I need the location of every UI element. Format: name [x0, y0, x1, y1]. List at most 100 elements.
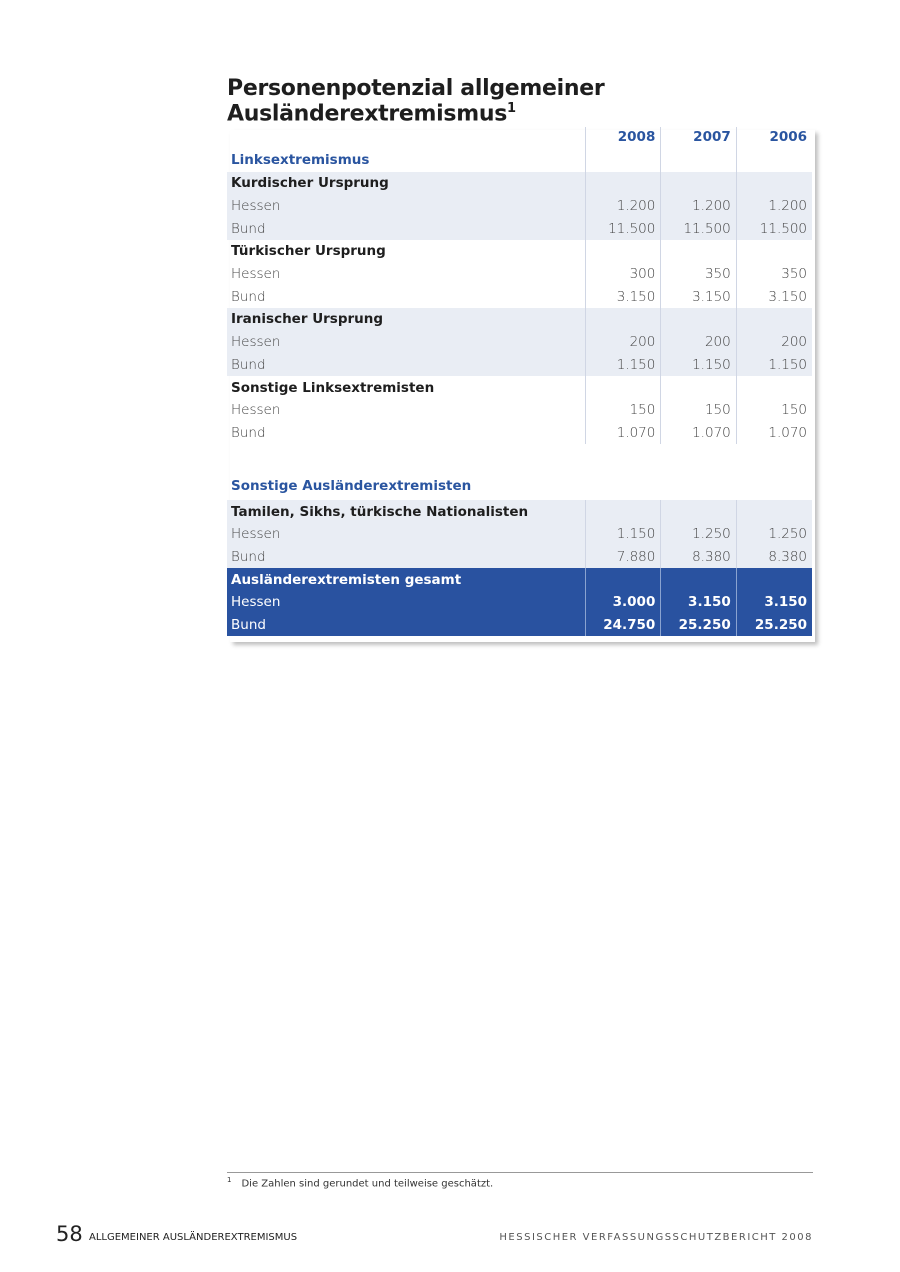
cell-value: 1.070	[735, 421, 812, 445]
table-row: Hessen 1.200 1.200 1.200	[227, 194, 812, 218]
spacer-row	[227, 444, 812, 472]
total-row: Bund 24.750 25.250 25.250	[227, 613, 812, 637]
cell-value: 1.150	[584, 353, 660, 377]
table-row: Hessen 200 200 200	[227, 330, 812, 354]
cell-value: 1.250	[660, 522, 735, 546]
group-row: Türkischer Ursprung	[227, 240, 812, 263]
cell-value: 1.070	[584, 421, 660, 445]
cell-value	[585, 444, 660, 472]
cell-value	[661, 472, 736, 500]
footer-publication: HESSISCHER VERFASSUNGSSCHUTZBERICHT 2008	[499, 1232, 813, 1243]
cell-value: 1.200	[735, 194, 812, 218]
cell-value	[735, 147, 812, 172]
cell-value	[585, 472, 660, 500]
cell-value: 11.500	[735, 217, 812, 241]
row-label: Bund	[231, 548, 266, 565]
table-row: Bund 1.070 1.070 1.070	[227, 421, 812, 445]
table-row: Bund 7.880 8.380 8.380	[227, 545, 812, 569]
cell-value	[660, 376, 735, 399]
page-title: Personenpotenzial allgemeiner Ausländere…	[227, 76, 900, 126]
cell-value	[736, 472, 812, 500]
row-label: Kurdischer Ursprung	[231, 175, 389, 192]
footnote-divider	[227, 1172, 813, 1173]
row-label: Linksextremismus	[231, 151, 370, 168]
row-label: Hessen	[231, 402, 281, 419]
cell-value: 1.250	[735, 522, 812, 546]
row-label: Ausländerextremisten gesamt	[231, 571, 462, 588]
table-row: Hessen 1.150 1.250 1.250	[227, 522, 812, 546]
row-label: Bund	[231, 424, 266, 441]
cell-value	[735, 172, 812, 195]
cell-value	[735, 376, 812, 399]
row-label: Türkischer Ursprung	[231, 243, 386, 260]
table-row: Hessen 150 150 150	[227, 398, 812, 422]
cell-value	[584, 147, 660, 172]
cell-value	[735, 500, 812, 523]
section-row: Linksextremismus	[227, 147, 812, 172]
cell-value: 3.150	[660, 591, 735, 614]
cell-value: 1.200	[584, 194, 660, 218]
cell-value	[584, 376, 660, 399]
cell-value: 350	[660, 262, 735, 286]
row-label: Hessen	[231, 334, 281, 351]
row-label: Hessen	[231, 594, 281, 611]
cell-value: 24.750	[584, 613, 660, 637]
cell-value: 300	[584, 262, 660, 286]
cell-value: 150	[735, 398, 812, 422]
cell-value	[660, 500, 735, 523]
cell-value: 7.880	[584, 545, 660, 569]
cell-value: 2006	[735, 127, 812, 147]
header-row: 2008 2007 2006	[227, 127, 812, 147]
data-table: 2008 2007 2006 Linksextremismus Kurdischer U…	[227, 127, 812, 637]
cell-value: 3.000	[584, 591, 660, 614]
row-label: Iranischer Ursprung	[231, 311, 384, 328]
cell-value	[735, 240, 812, 263]
cell-value: 1.070	[660, 421, 735, 445]
cell-value	[584, 568, 660, 591]
cell-value	[660, 308, 735, 331]
row-label: Hessen	[231, 198, 281, 215]
page-number: 58	[56, 1222, 83, 1246]
cell-value: 150	[584, 398, 660, 422]
cell-value: 3.150	[735, 591, 812, 614]
cell-value	[584, 500, 660, 523]
cell-value: 3.150	[735, 285, 812, 309]
cell-value: 11.500	[584, 217, 660, 241]
cell-value: 3.150	[584, 285, 660, 309]
cell-value: 1.200	[660, 194, 735, 218]
cell-value: 1.150	[660, 353, 735, 377]
total-row: Hessen 3.000 3.150 3.150	[227, 591, 812, 614]
row-label: Bund	[231, 220, 266, 237]
cell-value: 1.150	[584, 522, 660, 546]
footnote-mark: 1	[507, 101, 516, 116]
cell-value	[736, 444, 812, 472]
table-row: Bund 3.150 3.150 3.150	[227, 285, 812, 309]
cell-value	[584, 172, 660, 195]
cell-value	[660, 568, 735, 591]
cell-value	[584, 308, 660, 331]
row-label: Sonstige Linksextremisten	[231, 379, 435, 396]
cell-value: 8.380	[660, 545, 735, 569]
cell-value	[735, 308, 812, 331]
cell-value: 2008	[584, 127, 660, 147]
cell-value: 25.250	[735, 613, 812, 637]
table-row: Hessen 300 350 350	[227, 262, 812, 286]
group-row: Kurdischer Ursprung	[227, 172, 812, 195]
cell-value	[661, 444, 736, 472]
cell-value: 11.500	[660, 217, 735, 241]
cell-value	[735, 568, 812, 591]
footer-section: ALLGEMEINER AUSLÄNDEREXTREMISMUS	[89, 1232, 298, 1243]
cell-value	[660, 147, 735, 172]
group-row: Iranischer Ursprung	[227, 308, 812, 331]
section-row: Sonstige Ausländerextremisten	[227, 472, 812, 500]
cell-value: 350	[735, 262, 812, 286]
footnote: 1 Die Zahlen sind gerundet und teilweise …	[227, 1176, 493, 1189]
footnote-text: Die Zahlen sind gerundet und teilweise g…	[241, 1178, 494, 1190]
table-row: Bund 11.500 11.500 11.500	[227, 217, 812, 241]
row-label: Sonstige Ausländerextremisten	[231, 478, 472, 495]
cell-value: 150	[660, 398, 735, 422]
cell-value: 200	[584, 330, 660, 354]
group-row: Tamilen, Sikhs, türkische Nationalisten	[227, 500, 812, 523]
row-label: Hessen	[231, 266, 281, 283]
